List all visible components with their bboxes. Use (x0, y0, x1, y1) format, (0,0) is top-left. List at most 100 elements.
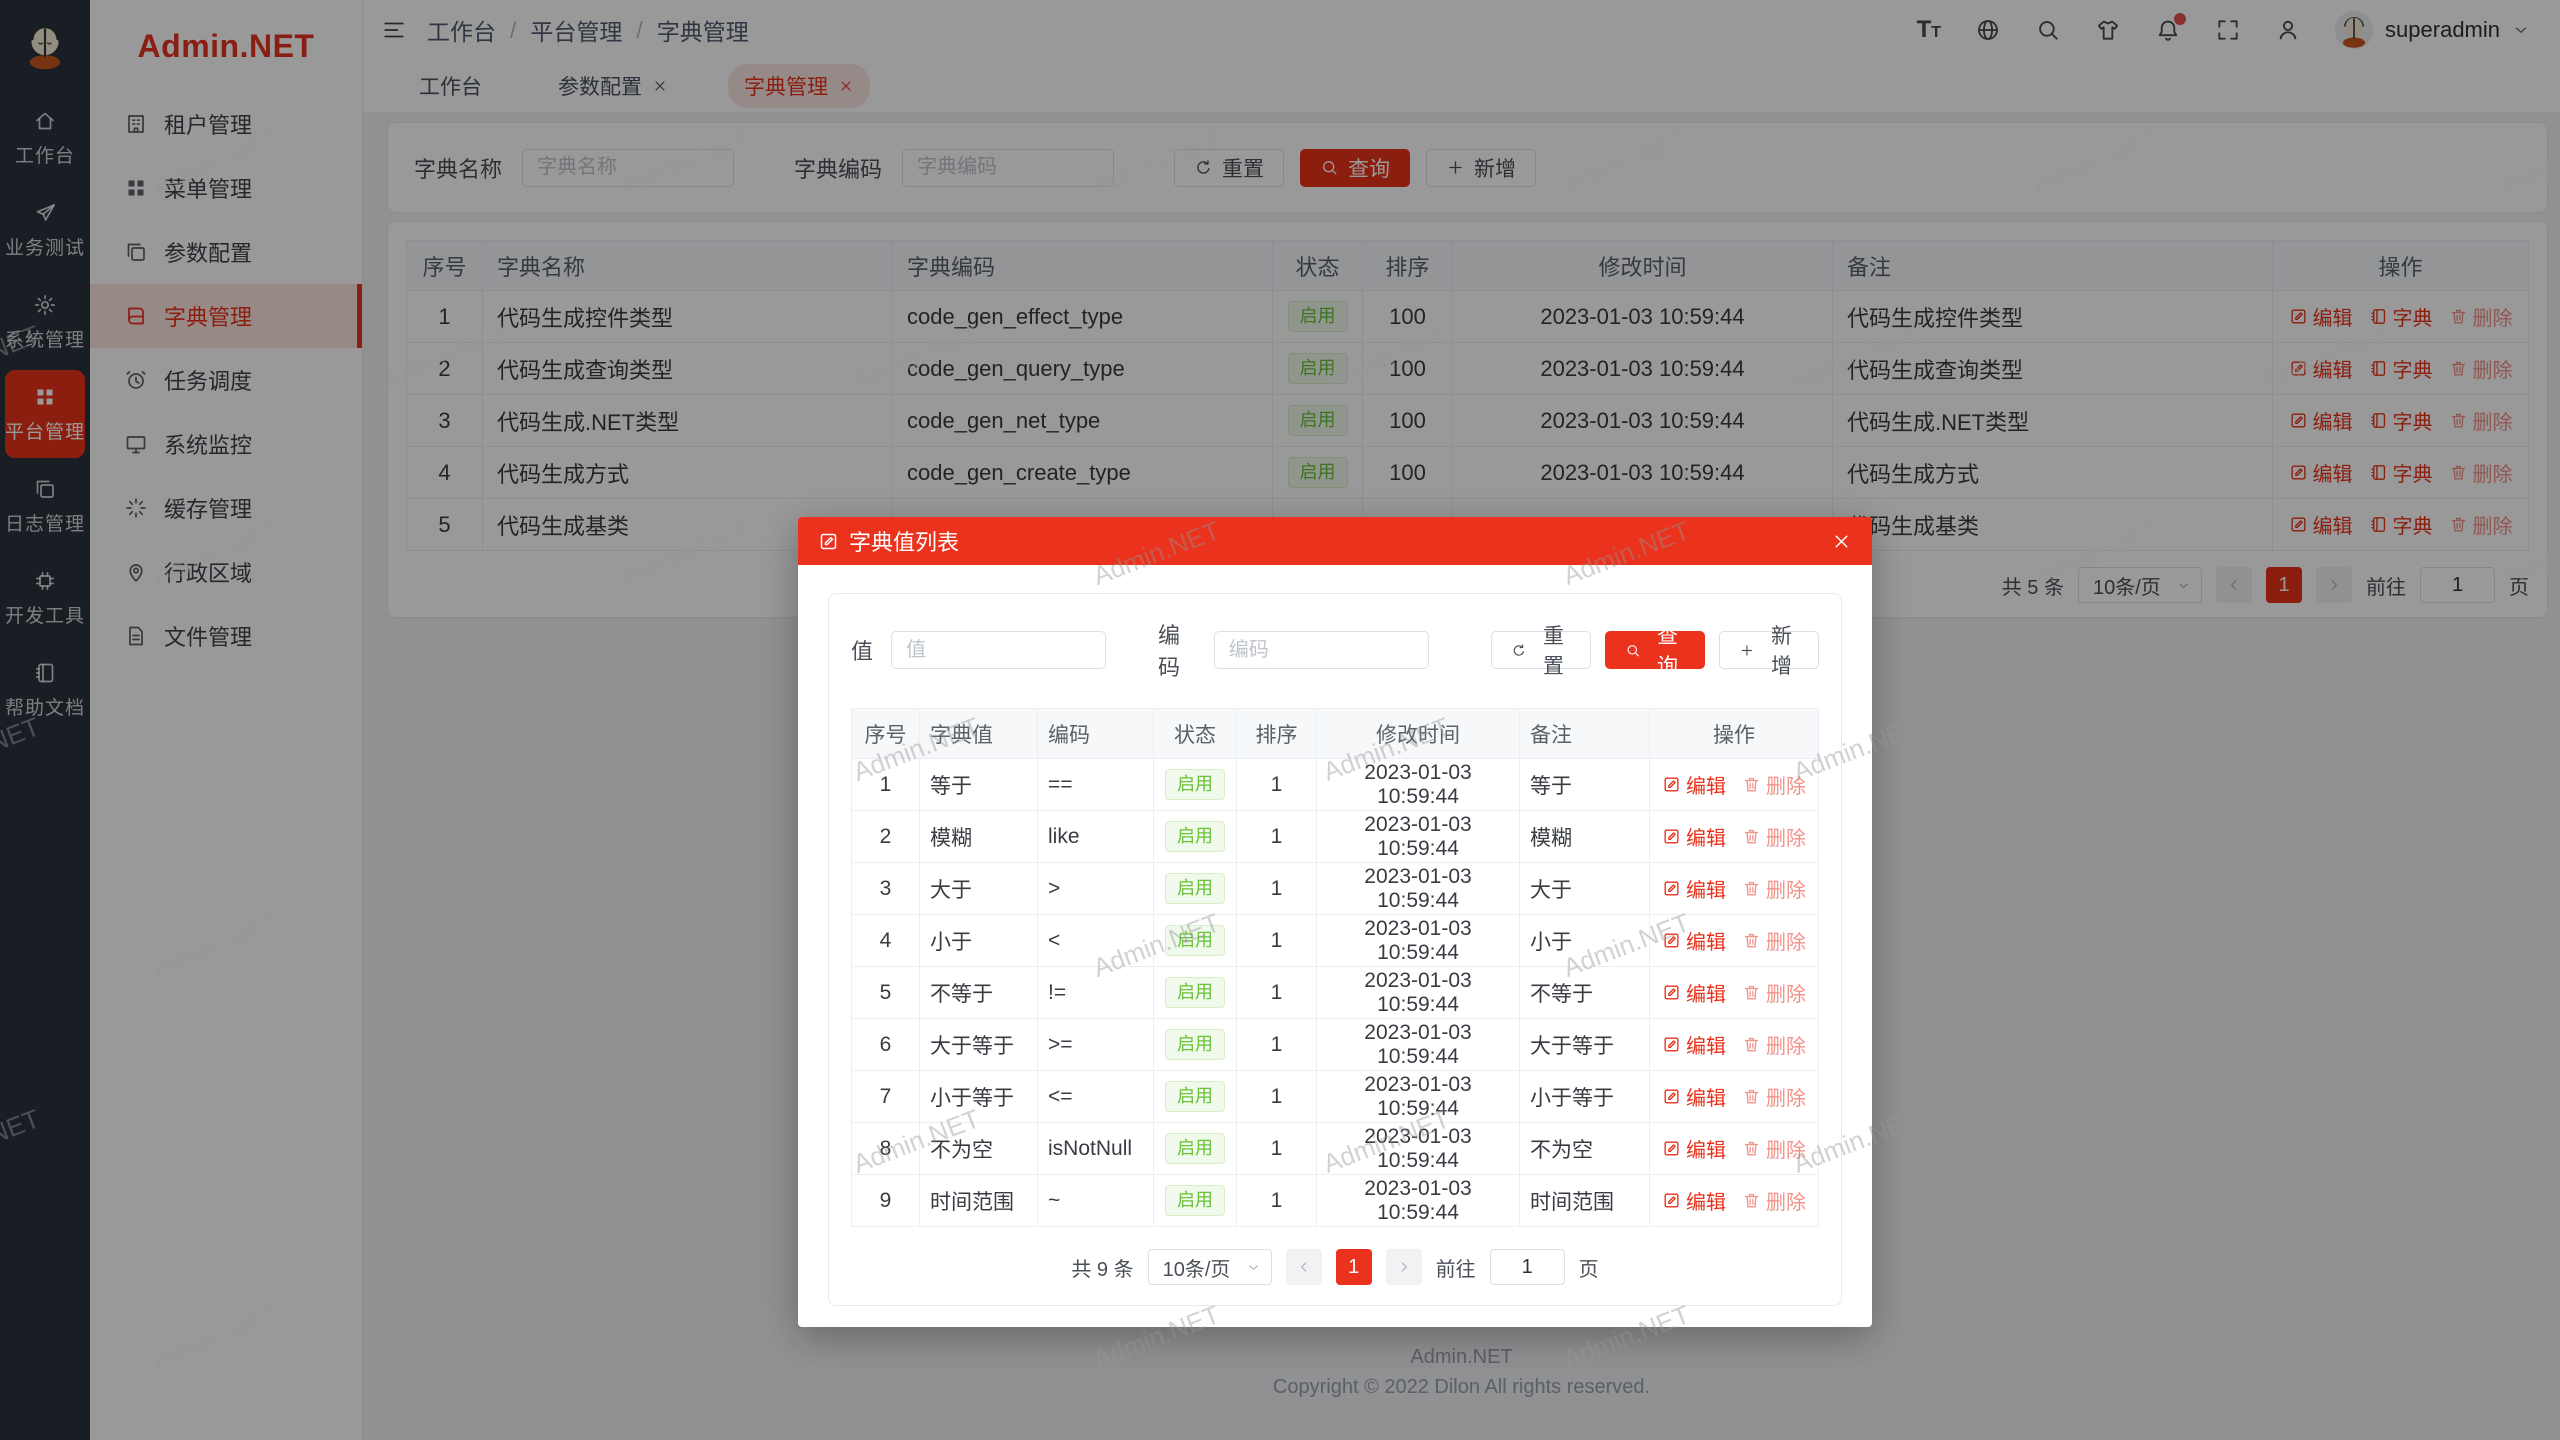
tab-dict-mgmt[interactable]: 字典管理 (728, 64, 870, 108)
tab-param-config[interactable]: 参数配置 (542, 64, 684, 108)
dict-action[interactable]: 字典 (2369, 406, 2433, 435)
close-icon[interactable] (652, 78, 668, 94)
query-button[interactable]: 查询 (1605, 625, 1706, 678)
edit-action[interactable]: 编辑 (2289, 406, 2353, 435)
dict-name-input[interactable] (522, 148, 735, 187)
dict-action[interactable]: 字典 (2369, 510, 2433, 539)
dict-code-input[interactable] (902, 148, 1115, 187)
reset-button[interactable]: 重置 (1491, 625, 1592, 678)
edit-action[interactable]: 编辑 (1662, 926, 1726, 955)
user-icon[interactable] (2275, 17, 2301, 43)
sidebar-item-label: 开发工具 (5, 605, 86, 627)
dict-action[interactable]: 字典 (2369, 302, 2433, 331)
menu-item-task-schedule[interactable]: 任务调度 (90, 348, 362, 412)
table-row: 3 大于 > 启用 1 2023-01-03 10:59:44 大于 编辑 删除 (851, 862, 1819, 915)
delete-action[interactable]: 删除 (2449, 458, 2513, 487)
notification-bell-icon[interactable] (2155, 13, 2187, 43)
edit-action[interactable]: 编辑 (2289, 510, 2353, 539)
menu-item-admin-region[interactable]: 行政区域 (90, 540, 362, 604)
add-button[interactable]: 新增 (1426, 148, 1537, 187)
edit-action[interactable]: 编辑 (1662, 1030, 1726, 1059)
delete-action[interactable]: 删除 (1742, 770, 1806, 799)
delete-action[interactable]: 删除 (1742, 822, 1806, 851)
cell-remark: 代码生成基类 (1832, 498, 2273, 551)
sidebar-item-system-mgmt[interactable]: 系统管理 (5, 278, 85, 366)
delete-action[interactable]: 删除 (1742, 926, 1806, 955)
menu-item-file-mgmt[interactable]: 文件管理 (90, 604, 362, 668)
dialog-header: 字典值列表 (798, 517, 1872, 565)
prev-page-button[interactable] (2216, 567, 2252, 603)
edit-action[interactable]: 编辑 (2289, 302, 2353, 331)
cell-sort: 1 (1236, 966, 1317, 1019)
goto-page-input[interactable] (2420, 567, 2495, 603)
edit-action[interactable]: 编辑 (1662, 874, 1726, 903)
breadcrumb-item[interactable]: 工作台 (427, 19, 496, 45)
sidebar-item-workbench[interactable]: 工作台 (5, 94, 85, 182)
edit-icon (1662, 1035, 1681, 1054)
delete-action[interactable]: 删除 (1742, 978, 1806, 1007)
delete-action[interactable]: 删除 (2449, 406, 2513, 435)
sidebar-item-business-test[interactable]: 业务测试 (5, 186, 85, 274)
dict-action[interactable]: 字典 (2369, 458, 2433, 487)
code-input[interactable] (1213, 631, 1429, 669)
breadcrumb-item[interactable]: 字典管理 (656, 19, 749, 45)
query-button[interactable]: 查询 (1300, 148, 1411, 187)
delete-action[interactable]: 删除 (1742, 1186, 1806, 1215)
close-icon[interactable] (838, 78, 854, 94)
menu-item-tenant-mgmt[interactable]: 租户管理 (90, 92, 362, 156)
font-size-icon[interactable]: TT (1916, 16, 1942, 43)
add-button[interactable]: 新增 (1719, 625, 1820, 678)
page-number[interactable]: 1 (2266, 567, 2302, 603)
menu-item-cache-mgmt[interactable]: 缓存管理 (90, 476, 362, 540)
page-size-select[interactable]: 10条/页 (2078, 567, 2202, 603)
search-icon[interactable] (2035, 17, 2061, 43)
breadcrumb-item[interactable]: 平台管理 (530, 19, 623, 45)
menu-item-dict-mgmt[interactable]: 字典管理 (90, 284, 362, 348)
delete-action[interactable]: 删除 (1742, 874, 1806, 903)
app-logo-avatar[interactable] (0, 0, 90, 92)
menu-item-param-config[interactable]: 参数配置 (90, 220, 362, 284)
edit-action[interactable]: 编辑 (2289, 458, 2353, 487)
reset-button[interactable]: 重置 (1174, 148, 1285, 187)
sidebar-item-help-docs[interactable]: 帮助文档 (5, 646, 85, 734)
collapse-menu-icon[interactable] (381, 17, 407, 43)
prev-page-button[interactable] (1285, 1249, 1322, 1285)
next-page-button[interactable] (1385, 1249, 1422, 1285)
delete-action[interactable]: 删除 (2449, 302, 2513, 331)
user-menu[interactable]: superadmin (2335, 11, 2530, 49)
edit-action[interactable]: 编辑 (2289, 354, 2353, 383)
edit-action[interactable]: 编辑 (1662, 770, 1726, 799)
status-badge: 启用 (1165, 976, 1225, 1009)
dict-action[interactable]: 字典 (2369, 354, 2433, 383)
next-page-button[interactable] (2316, 567, 2352, 603)
language-icon[interactable] (1975, 17, 2001, 43)
delete-action[interactable]: 删除 (1742, 1030, 1806, 1059)
sidebar-item-platform-mgmt[interactable]: 平台管理 (5, 370, 85, 458)
delete-action[interactable]: 删除 (1742, 1082, 1806, 1111)
delete-action[interactable]: 删除 (2449, 354, 2513, 383)
close-icon[interactable] (1831, 531, 1852, 552)
edit-action[interactable]: 编辑 (1662, 1134, 1726, 1163)
edit-action[interactable]: 编辑 (1662, 978, 1726, 1007)
menu-item-system-monitor[interactable]: 系统监控 (90, 412, 362, 476)
value-input[interactable] (891, 631, 1107, 669)
menu-item-menu-mgmt[interactable]: 菜单管理 (90, 156, 362, 220)
menu-item-label: 文件管理 (164, 625, 253, 650)
tab-workbench[interactable]: 工作台 (403, 64, 498, 108)
page-number[interactable]: 1 (1335, 1249, 1372, 1285)
cell-value: 模糊 (919, 810, 1038, 863)
sidebar-item-dev-tools[interactable]: 开发工具 (5, 554, 85, 642)
trash-icon (2449, 463, 2468, 482)
goto-page-input[interactable] (1489, 1249, 1565, 1285)
delete-action[interactable]: 删除 (2449, 510, 2513, 539)
edit-action[interactable]: 编辑 (1662, 1186, 1726, 1215)
delete-action[interactable]: 删除 (1742, 1134, 1806, 1163)
fullscreen-icon[interactable] (2215, 17, 2241, 43)
menu-item-label: 系统监控 (164, 433, 253, 458)
sidebar-item-label: 系统管理 (5, 329, 86, 351)
theme-icon[interactable] (2095, 17, 2121, 43)
edit-action[interactable]: 编辑 (1662, 822, 1726, 851)
sidebar-item-log-mgmt[interactable]: 日志管理 (5, 462, 85, 550)
page-size-select[interactable]: 10条/页 (1147, 1249, 1272, 1285)
edit-action[interactable]: 编辑 (1662, 1082, 1726, 1111)
